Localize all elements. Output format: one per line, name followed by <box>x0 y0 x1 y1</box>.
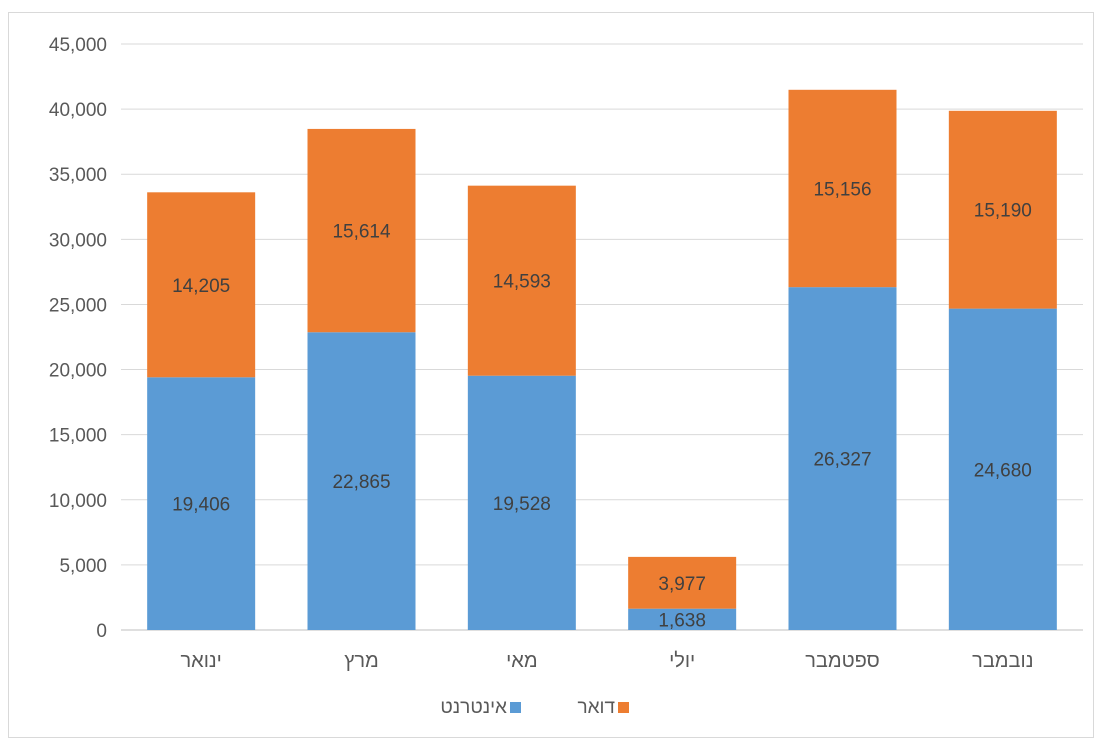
bar-mail <box>628 556 737 609</box>
bar-mail <box>948 110 1057 309</box>
y-tick-label: 25,000 <box>49 295 107 316</box>
gridlines <box>121 43 1083 631</box>
stacked-bar-chart: 0 5,000 10,000 15,000 20,000 25,000 30,000 35,0… <box>49 35 1083 718</box>
bar-mail <box>307 128 416 333</box>
bar-internet <box>628 608 737 630</box>
legend: דואר אינטרנט <box>440 697 629 718</box>
legend-swatch-mail <box>618 702 629 713</box>
data-label: 15,156 <box>813 179 871 200</box>
data-label: 22,865 <box>332 472 390 493</box>
data-label: 14,593 <box>493 272 551 293</box>
y-tick-label: 35,000 <box>49 165 107 186</box>
legend-swatch-internet <box>510 702 521 713</box>
chart-frame: 0 5,000 10,000 15,000 20,000 25,000 30,000 35,0… <box>8 12 1094 738</box>
y-tick-label: 5,000 <box>59 556 107 577</box>
data-label: 24,680 <box>974 460 1032 481</box>
x-tick-label: ינואר <box>180 650 221 672</box>
x-tick-label: ספטמבר <box>805 650 880 672</box>
data-label: 19,406 <box>172 495 230 516</box>
x-axis-ticks: ינואר מרץ מאי יולי ספטמבר נובמבר <box>180 650 1033 672</box>
x-tick-label: יולי <box>669 650 695 672</box>
x-tick-label: מרץ <box>344 650 379 672</box>
y-tick-label: 20,000 <box>49 361 107 382</box>
y-tick-label: 15,000 <box>49 426 107 447</box>
bar-mail <box>467 185 576 376</box>
y-tick-label: 0 <box>96 621 107 642</box>
data-label: 19,528 <box>493 494 551 515</box>
data-label: 26,327 <box>813 450 871 471</box>
bar-internet <box>307 332 416 630</box>
x-tick-label: מאי <box>506 650 538 672</box>
bar-internet <box>467 375 576 630</box>
bar-internet <box>147 377 256 630</box>
y-tick-label: 10,000 <box>49 491 107 512</box>
data-label: 3,977 <box>658 574 706 595</box>
legend-label-mail: דואר <box>577 697 615 718</box>
y-tick-label: 30,000 <box>49 230 107 251</box>
data-label: 15,190 <box>974 201 1032 222</box>
legend-label-internet: אינטרנט <box>440 697 507 718</box>
data-label: 1,638 <box>658 610 706 631</box>
bar-internet <box>788 287 897 630</box>
y-tick-label: 40,000 <box>49 100 107 121</box>
data-label: 14,205 <box>172 276 230 297</box>
bar-mail <box>788 89 897 288</box>
bar-internet <box>948 308 1057 630</box>
data-labels: 19,406 14,205 22,865 15,614 19,528 14,593 1,63… <box>172 179 1032 631</box>
bars <box>147 89 1057 630</box>
data-label: 15,614 <box>332 222 391 243</box>
bar-mail <box>147 192 256 378</box>
y-axis-ticks: 0 5,000 10,000 15,000 20,000 25,000 30,000 35,0… <box>49 35 107 642</box>
x-tick-label: נובמבר <box>972 650 1033 672</box>
y-tick-label: 45,000 <box>49 35 107 56</box>
